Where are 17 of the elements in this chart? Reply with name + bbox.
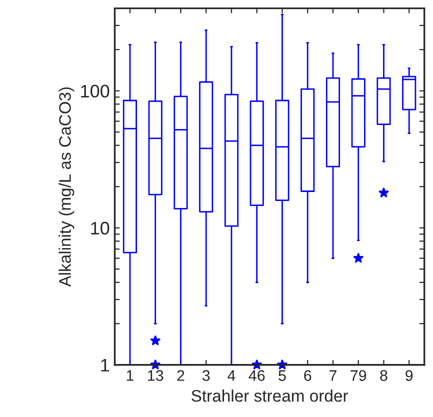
x-tick-label: 7 (330, 370, 336, 381)
x-tick-label: 3 (202, 370, 210, 381)
x-axis-title: Strahler stream order (192, 390, 348, 402)
y-tick-label: 1 (101, 358, 110, 372)
y-tick-label: 10 (91, 222, 110, 235)
x-tick-label: 5 (278, 370, 286, 381)
x-tick-label: 9 (406, 370, 413, 381)
x-tick-label: 1 (126, 370, 134, 381)
x-tick-label: 13 (148, 370, 164, 381)
x-tick-label: 2 (177, 370, 184, 381)
x-tick-label: 4 (228, 370, 236, 381)
y-tick-label: 100 (81, 84, 110, 98)
x-tick-label: 79 (350, 370, 366, 381)
x-tick-label: 46 (248, 370, 265, 381)
x-tick-label: 6 (304, 370, 312, 381)
y-axis-title: Alkalinity (mg/L as CaCO3) (58, 87, 74, 287)
x-tick-label: 8 (380, 370, 388, 381)
